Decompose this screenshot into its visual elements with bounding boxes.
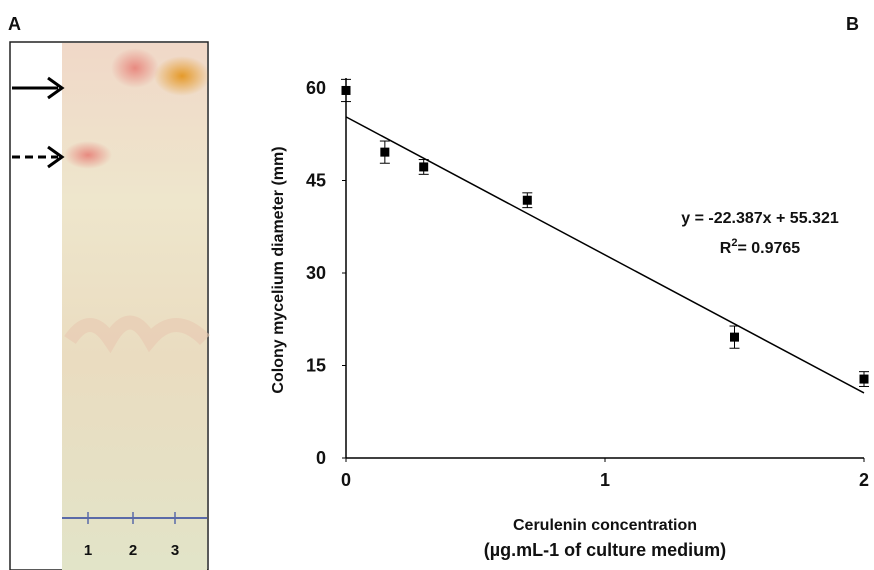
lane-label: 1 (84, 542, 92, 559)
r-squared-value: = 0.9765 (737, 240, 800, 257)
arrow-head (47, 76, 65, 100)
r-squared-exponent: 2 (731, 237, 737, 249)
arrow-head (47, 145, 65, 169)
y-tick-label: 45 (306, 171, 326, 191)
equation: y = -22.387x + 55.321 (681, 210, 839, 227)
x-axis-label: Cerulenin concentration (513, 517, 697, 534)
spot (111, 48, 159, 88)
spot (64, 141, 112, 169)
r-squared-symbol: R (720, 240, 732, 257)
point (380, 147, 390, 157)
panel-label: A (8, 14, 21, 34)
band (64, 315, 210, 354)
x-tick-label: 0 (341, 470, 351, 490)
y-tick-label: 0 (316, 448, 326, 468)
point (419, 162, 429, 172)
lane-label: 3 (171, 542, 179, 559)
point (859, 374, 869, 384)
trendline (345, 116, 865, 394)
point (522, 195, 532, 205)
tlc-plate (62, 43, 207, 570)
lane-label: 2 (129, 542, 137, 559)
spot (154, 56, 210, 96)
x-tick-label: 2 (859, 470, 869, 490)
x-axis-label: (µg.mL-1 of culture medium) (484, 540, 726, 560)
y-tick-label: 30 (306, 263, 326, 283)
point (730, 332, 739, 342)
panel-label: B (846, 14, 859, 34)
y-tick-label: 60 (306, 78, 326, 98)
point (341, 85, 351, 95)
x-tick-label: 1 (600, 470, 610, 490)
r-squared: R2= 0.9765 (720, 237, 801, 257)
y-axis-label: Colony mycelium diameter (mm) (270, 146, 287, 393)
y-tick-label: 15 (306, 356, 326, 376)
